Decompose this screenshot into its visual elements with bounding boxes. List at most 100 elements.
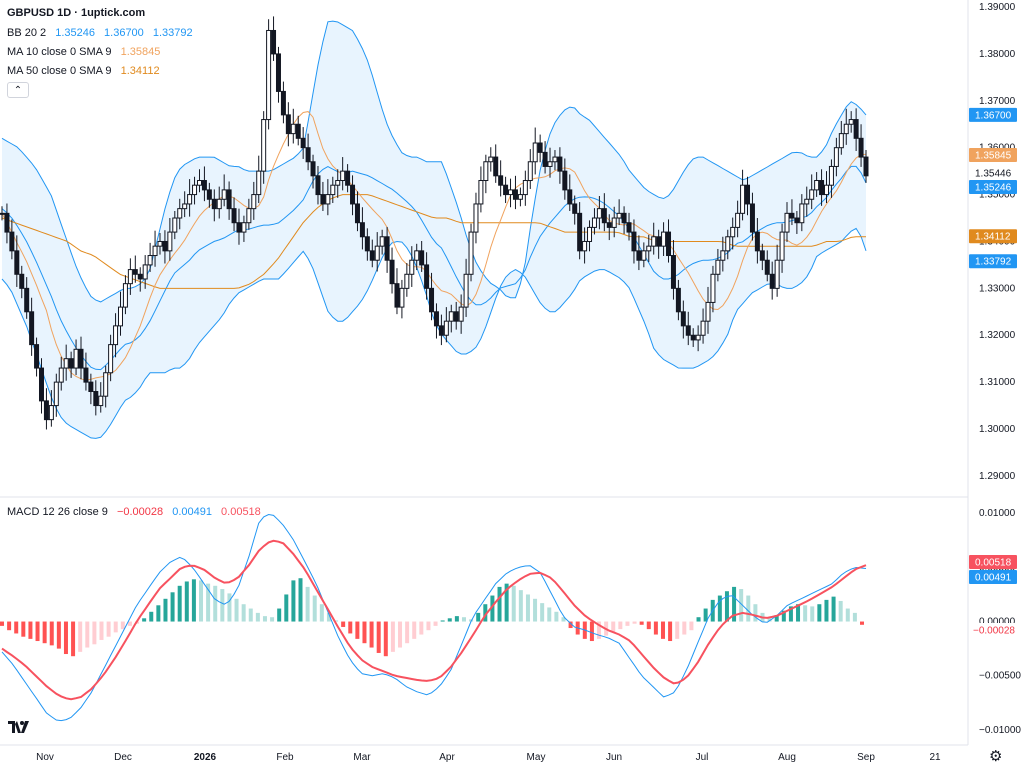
candle-body [498,175,504,186]
time-tick-label: Dec [114,752,132,763]
candle-body [350,184,356,205]
macd-histogram-bar [803,605,808,622]
candle-body [799,203,805,224]
macd-histogram-bar [405,621,410,644]
time-tick-label: Nov [36,752,54,763]
candle-body [384,236,390,261]
macd-histogram-bar [113,621,118,633]
macd-histogram-bar [35,621,40,642]
candle-body [354,203,360,224]
candle-body [275,53,281,92]
candle-body [552,156,558,163]
macd-histogram-bar [525,594,530,622]
time-tick-label: Jul [696,752,709,763]
macd-histogram-bar [220,589,225,622]
macd-histogram-bar [597,621,602,639]
macd-histogram-bar [248,608,253,622]
bb-legend[interactable]: BB 20 2 1.35246 1.36700 1.33792 [7,26,199,40]
candle-body [142,264,148,280]
time-tick-label: Apr [439,752,455,763]
candle-body [103,372,109,397]
price-tick-label: 1.30000 [979,424,1016,435]
candle-body [108,344,114,374]
macd-histogram-bar [362,621,367,644]
macd-histogram-bar [355,621,360,639]
macd-histogram-bar [0,621,4,626]
candle-body [310,161,316,177]
candle-body [443,320,449,336]
ma50-legend[interactable]: MA 50 close 0 SMA 9 1.34112 [7,64,166,78]
candle-body [409,259,415,275]
candle-body [9,231,15,252]
macd-histogram-bar [838,600,843,622]
candle-body [424,264,430,289]
macd-histogram-bar [184,581,189,622]
macd-histogram-bar [376,621,381,653]
macd-histogram-bar [234,598,239,622]
candle-body [656,236,662,247]
macd-histogram-bar [156,605,161,622]
candle-body [562,170,568,191]
candle-body [280,90,286,116]
candle-body [226,189,232,210]
candle-body [779,231,785,261]
candle-body [587,226,593,242]
candle-body [236,222,242,233]
candle-body [315,175,321,196]
macd-histogram-bar [774,615,779,622]
candle-body [730,226,736,238]
macd-histogram-bar [99,621,104,640]
candle-body [122,283,128,308]
time-tick-label: Sep [857,752,875,763]
candle-body [216,198,222,210]
candle-body [759,250,765,261]
candle-body [285,114,291,135]
macd-histogram-bar [199,580,204,622]
macd-value-label-bg [969,555,1017,569]
macd-tick-label: 0.00000 [979,617,1016,628]
macd-histogram-bar [92,621,97,645]
macd-histogram-bar [369,621,374,648]
candle-body [231,208,237,224]
gear-icon[interactable]: ⚙ [989,748,1003,765]
macd-histogram-bar [490,595,495,622]
candle-body [117,306,123,327]
macd-histogram-bar [618,621,623,630]
macd-histogram-bar [739,589,744,622]
macd-histogram-bar [689,621,694,631]
candle-body [705,301,711,322]
candle-body [631,231,637,252]
candle-body [14,250,20,275]
macd-histogram-bar [120,621,125,630]
macd-histogram-bar [433,621,438,626]
macd-histogram-bar [142,618,147,622]
candle-body [557,156,563,172]
macd-histogram-bar [56,621,61,649]
macd-histogram-bar [703,608,708,622]
macd-histogram-bar [831,596,836,622]
tradingview-logo-icon[interactable] [8,720,30,736]
macd-histogram-bar [206,583,211,622]
macd-histogram-bar [21,621,26,637]
price-tick-label: 1.37000 [979,96,1016,107]
candle-body [577,212,583,252]
price-label: 1.34112 [969,229,1017,244]
candle-body [804,198,810,205]
candle-body [794,217,800,224]
macd-legend[interactable]: MACD 12 26 close 9 −0.00028 0.00491 0.00… [7,505,267,519]
candle-body [374,245,380,261]
candle-body [769,273,775,289]
macd-histogram-bar [668,621,673,642]
candle-body [853,119,859,139]
candle-body [369,250,375,261]
chevron-up-icon[interactable]: ⌃ [7,82,29,98]
candle-body [582,240,588,252]
price-tick-label: 1.39000 [979,2,1016,13]
candle-body [690,334,696,341]
candle-body [379,236,385,247]
candle-body [636,250,642,261]
macd-histogram-bar [568,621,573,629]
candle-body [196,180,202,186]
ma10-legend[interactable]: MA 10 close 0 SMA 9 1.35845 [7,45,166,59]
